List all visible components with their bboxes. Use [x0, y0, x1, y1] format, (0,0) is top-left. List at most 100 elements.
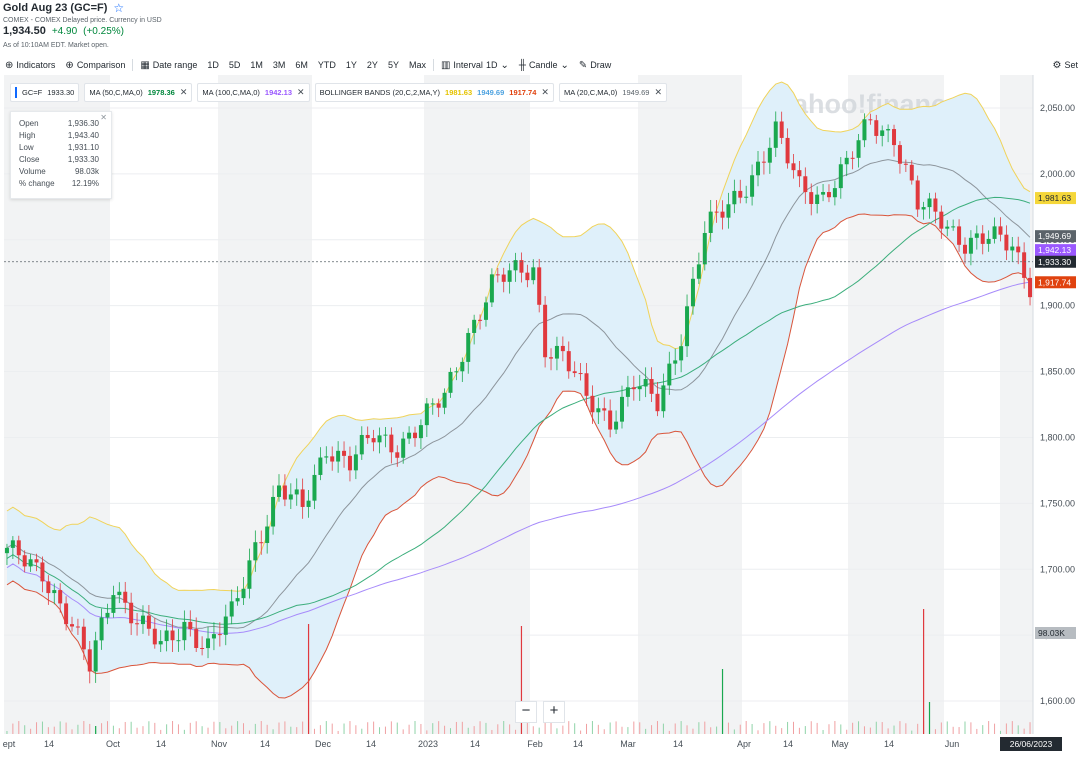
volume-bar [881, 722, 883, 734]
candle [708, 199, 713, 243]
candle [685, 294, 690, 357]
candle [253, 530, 258, 572]
candle [992, 217, 997, 244]
candle-body [915, 180, 920, 210]
bollinger-band-fill [7, 82, 1030, 698]
volume-bar [36, 722, 38, 734]
candle [566, 341, 571, 379]
candle-body [951, 226, 956, 228]
close-icon[interactable]: ✕ [179, 87, 188, 97]
volume-bar [231, 725, 233, 734]
candle-body [543, 304, 548, 358]
candle-body [306, 500, 311, 507]
candle-body [797, 170, 802, 177]
candle [886, 124, 891, 143]
volume-bar [680, 721, 682, 734]
chip-ma20[interactable]: MA (20,C,MA,0) 1949.69 ✕ [558, 83, 667, 102]
indicators-button[interactable]: ⊕ Indicators [0, 60, 60, 71]
candle-body [342, 450, 347, 456]
volume-bar [449, 728, 451, 734]
x-tick-label: Dec [315, 739, 332, 749]
candle-body [389, 434, 394, 453]
candle [826, 184, 831, 203]
chip-ma50[interactable]: MA (50,C,MA,0) 1978.36 ✕ [84, 83, 193, 102]
candle [667, 351, 672, 395]
close-icon[interactable]: ✕ [100, 113, 107, 122]
close-icon[interactable]: ✕ [654, 87, 662, 97]
chart-toolbar: ⊕ Indicators ⊕ Comparison ▦ Date range 1… [0, 57, 1080, 73]
range-2y[interactable]: 2Y [362, 60, 383, 70]
range-1d[interactable]: 1D [202, 60, 224, 70]
y-tick-label: 2,000.00 [1040, 169, 1075, 179]
volume-bar [751, 724, 753, 734]
candle [690, 266, 695, 315]
volume-bar [1029, 722, 1031, 734]
volume-tag-label: 98.03K [1038, 628, 1065, 638]
candle-body [383, 434, 388, 436]
volume-bar [733, 729, 735, 734]
volume-bar [550, 722, 552, 734]
settings-label: Set [1064, 60, 1078, 70]
chip-value-middle: 1949.69 [477, 88, 505, 97]
range-1y[interactable]: 1Y [341, 60, 362, 70]
candle-body [478, 319, 483, 321]
chip-label: BOLLINGER BANDS (20,C,2,MA,Y) [319, 88, 441, 97]
current-price: 1,934.50 [3, 25, 46, 37]
interval-dropdown[interactable]: ▥ Interval 1D ⌄ [436, 60, 514, 71]
candle [401, 431, 406, 464]
volume-bar [727, 722, 729, 734]
candle [761, 151, 766, 175]
volume-bar [852, 722, 854, 734]
volume-bar [307, 624, 310, 734]
volume-bar [65, 722, 67, 734]
market-status: As of 10:10AM EDT. Market open. [3, 42, 109, 49]
date-range-button[interactable]: ▦ Date range [135, 60, 202, 71]
chip-gcf[interactable]: GC=F 1933.30 [10, 83, 80, 102]
volume-bar [745, 721, 747, 734]
candle-body [93, 640, 98, 672]
close-icon[interactable]: ✕ [541, 87, 549, 97]
candle [933, 192, 938, 224]
candle-body [424, 403, 429, 426]
candle [815, 186, 820, 214]
zoom-out-button[interactable]: − [515, 701, 537, 723]
x-tick-label: Mar [620, 739, 636, 749]
volume-bar [467, 727, 469, 734]
plus-circle-icon: ⊕ [5, 59, 14, 71]
range-6m[interactable]: 6M [290, 60, 313, 70]
volume-bar [639, 722, 641, 734]
candle [300, 478, 305, 519]
candle-dropdown[interactable]: ╫ Candle ⌄ [514, 60, 574, 71]
candle-body [584, 373, 589, 396]
zoom-in-button[interactable]: + [543, 701, 565, 723]
chip-ma100[interactable]: MA (100,C,MA,0) 1942.13 ✕ [197, 83, 310, 102]
chip-value: 1933.30 [47, 88, 75, 97]
candle-body [401, 438, 406, 458]
close-icon[interactable]: ✕ [297, 87, 305, 97]
range-max[interactable]: Max [404, 60, 431, 70]
date-range-label: Date range [152, 60, 198, 70]
star-icon[interactable]: ☆ [113, 1, 125, 15]
candle-body [200, 647, 205, 649]
volume-bar [662, 723, 664, 734]
volume-bar [343, 723, 345, 734]
volume-bar [59, 721, 61, 734]
range-ytd[interactable]: YTD [313, 60, 341, 70]
range-5d[interactable]: 5D [224, 60, 246, 70]
candle-body [939, 211, 944, 229]
draw-button[interactable]: ✎ Draw [574, 60, 616, 71]
range-5y[interactable]: 5Y [383, 60, 404, 70]
range-3m[interactable]: 3M [268, 60, 291, 70]
candle [383, 427, 388, 448]
candle-body [395, 452, 400, 458]
comparison-button[interactable]: ⊕ Comparison [60, 60, 130, 71]
candle-body [927, 198, 932, 208]
volume-bar [952, 726, 954, 734]
candle-body [826, 192, 831, 198]
candle-body [761, 161, 766, 163]
ohlc-row-low: Low 1,931.10 [11, 142, 111, 154]
settings-button[interactable]: ⚙ Set [1053, 57, 1080, 73]
chip-bollinger[interactable]: BOLLINGER BANDS (20,C,2,MA,Y) 1981.63 19… [314, 83, 554, 102]
range-1m[interactable]: 1M [245, 60, 268, 70]
